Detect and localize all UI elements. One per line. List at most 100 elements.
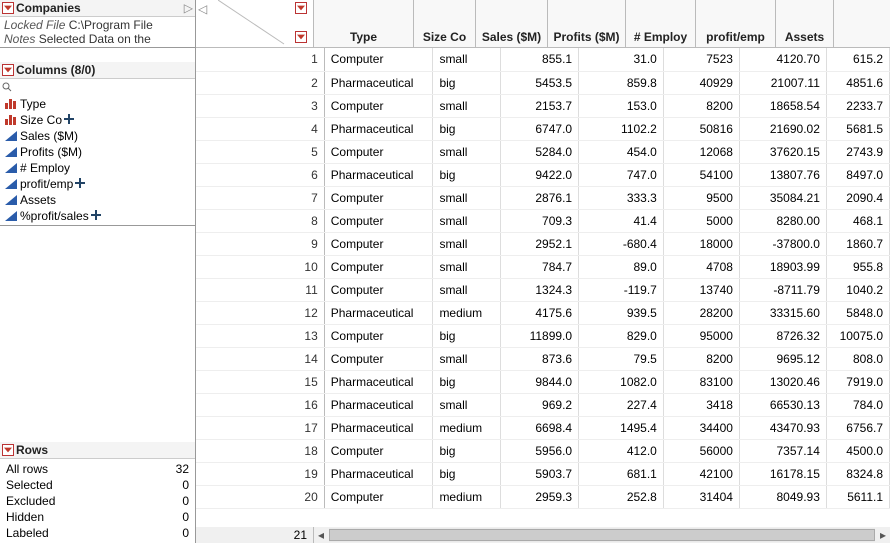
disclosure-icon[interactable] [2,64,14,76]
cell[interactable]: small [433,48,500,71]
cell[interactable]: 873.6 [500,347,578,370]
table-row[interactable]: 20Computermedium2959.3252.8314048049.935… [196,485,890,508]
table-row[interactable]: 9Computersmall2952.1-680.418000-37800.01… [196,232,890,255]
cell[interactable]: 5284.0 [500,140,578,163]
cell[interactable]: Pharmaceutical [324,117,433,140]
table-row[interactable]: 5Computersmall5284.0454.01206837620.1527… [196,140,890,163]
cell[interactable]: 5956.0 [500,439,578,462]
column-item[interactable]: Profits ($M) [2,144,193,160]
rows-stat[interactable]: Selected0 [4,478,191,492]
cell[interactable]: 7357.14 [739,439,826,462]
rows-stat[interactable]: Excluded0 [4,494,191,508]
cell[interactable]: small [433,255,500,278]
cell[interactable]: 12068 [663,140,739,163]
column-item[interactable]: %profit/sales [2,208,193,224]
cell[interactable]: Computer [324,255,433,278]
table-row[interactable]: 17Pharmaceuticalmedium6698.41495.4344004… [196,416,890,439]
cell[interactable]: 6698.4 [500,416,578,439]
cell[interactable]: big [433,117,500,140]
table-row[interactable]: 11Computersmall1324.3-119.713740-8711.79… [196,278,890,301]
cell[interactable]: -37800.0 [739,232,826,255]
cell[interactable]: 41.4 [579,209,664,232]
cell[interactable]: -119.7 [579,278,664,301]
rows-stat[interactable]: Labeled0 [4,526,191,540]
cell[interactable]: medium [433,301,500,324]
cell[interactable]: 2743.9 [826,140,889,163]
row-number[interactable]: 3 [196,94,324,117]
cell[interactable]: Computer [324,347,433,370]
table-row[interactable]: 16Pharmaceuticalsmall969.2227.4341866530… [196,393,890,416]
cell[interactable]: 13807.76 [739,163,826,186]
cell[interactable]: 1082.0 [579,370,664,393]
row-number[interactable]: 4 [196,117,324,140]
row-number[interactable]: 11 [196,278,324,301]
row-number[interactable]: 10 [196,255,324,278]
cell[interactable]: medium [433,416,500,439]
cell[interactable]: -680.4 [579,232,664,255]
cell[interactable]: 5681.5 [826,117,889,140]
column-header[interactable]: Assets [776,0,834,47]
cell[interactable]: 2090.4 [826,186,889,209]
panel-collapse-icon[interactable]: ◁ [198,2,207,16]
cell[interactable]: 11899.0 [500,324,578,347]
row-number[interactable]: 5 [196,140,324,163]
cell[interactable]: 9422.0 [500,163,578,186]
row-number[interactable]: 13 [196,324,324,347]
row-number[interactable]: 1 [196,48,324,71]
table-row[interactable]: 18Computerbig5956.0412.0560007357.144500… [196,439,890,462]
cell[interactable]: Computer [324,439,433,462]
table-row[interactable]: 4Pharmaceuticalbig6747.01102.25081621690… [196,117,890,140]
cell[interactable]: 16178.15 [739,462,826,485]
cell[interactable]: Pharmaceutical [324,301,433,324]
cell[interactable]: 33315.60 [739,301,826,324]
cell[interactable]: 2952.1 [500,232,578,255]
cell[interactable]: small [433,209,500,232]
cell[interactable]: 4851.6 [826,71,889,94]
grab-handle-icon[interactable]: ▷ [184,1,193,15]
cell[interactable]: Computer [324,485,433,508]
cell[interactable]: 2959.3 [500,485,578,508]
cell[interactable]: 7523 [663,48,739,71]
cell[interactable]: 5611.1 [826,485,889,508]
cell[interactable]: 615.2 [826,48,889,71]
cell[interactable]: small [433,347,500,370]
cell[interactable]: 153.0 [579,94,664,117]
cell[interactable]: 18658.54 [739,94,826,117]
cell[interactable]: 54100 [663,163,739,186]
cell[interactable]: 855.1 [500,48,578,71]
cell[interactable]: 18903.99 [739,255,826,278]
cell[interactable]: 6747.0 [500,117,578,140]
row-number[interactable]: 9 [196,232,324,255]
cell[interactable]: small [433,393,500,416]
table-row[interactable]: 6Pharmaceuticalbig9422.0747.05410013807.… [196,163,890,186]
rows-stat[interactable]: Hidden0 [4,510,191,524]
row-number[interactable]: 2 [196,71,324,94]
cell[interactable]: 8200 [663,347,739,370]
column-header[interactable]: Size Co [414,0,476,47]
table-row[interactable]: 1Computersmall855.131.075234120.70615.2 [196,48,890,71]
cell[interactable]: 6756.7 [826,416,889,439]
cell[interactable]: Pharmaceutical [324,71,433,94]
cell[interactable]: 9500 [663,186,739,209]
row-number[interactable]: 6 [196,163,324,186]
cell[interactable]: 8049.93 [739,485,826,508]
cell[interactable]: 4175.6 [500,301,578,324]
row-number[interactable]: 8 [196,209,324,232]
cell[interactable]: big [433,439,500,462]
cell[interactable]: Computer [324,48,433,71]
column-item[interactable]: Assets [2,192,193,208]
cell[interactable]: 3418 [663,393,739,416]
row-number[interactable]: 12 [196,301,324,324]
cell[interactable]: 955.8 [826,255,889,278]
cell[interactable]: small [433,140,500,163]
cell[interactable]: 333.3 [579,186,664,209]
cell[interactable]: 747.0 [579,163,664,186]
cell[interactable]: 13020.46 [739,370,826,393]
cell[interactable]: 2233.7 [826,94,889,117]
cell[interactable]: 4500.0 [826,439,889,462]
corner-disclosure-rows[interactable] [295,31,307,43]
cell[interactable]: 28200 [663,301,739,324]
row-number[interactable]: 16 [196,393,324,416]
table-row[interactable]: 10Computersmall784.789.0470818903.99955.… [196,255,890,278]
row-number[interactable]: 17 [196,416,324,439]
